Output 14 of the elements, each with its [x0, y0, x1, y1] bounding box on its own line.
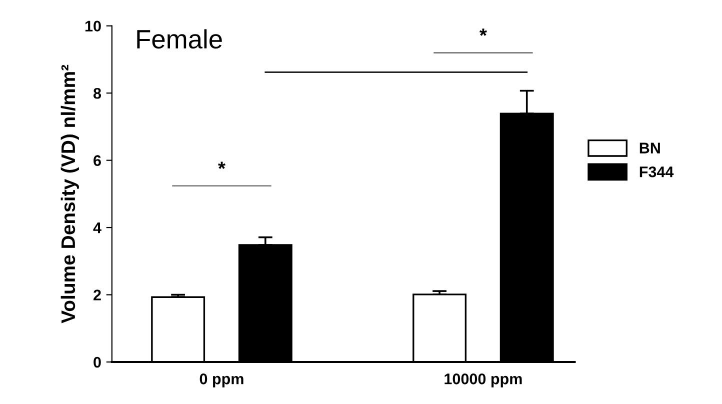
y-tick-label: 6 [94, 155, 101, 166]
y-axis-title: Volume Density (VD) nl/mm² [60, 64, 79, 324]
legend-label: F344 [640, 166, 674, 178]
y-tick-label: 8 [93, 88, 102, 99]
chart-title: Female [137, 29, 222, 49]
x-tick-label: 10000 ppm [444, 374, 522, 388]
x-tick-label: 0 ppm [200, 374, 244, 388]
annotation: * [479, 28, 487, 36]
y-tick-label: 4 [93, 222, 102, 234]
y-tick-label: 0 [94, 356, 101, 368]
legend-label: BN [640, 142, 660, 154]
annotation: * [218, 162, 226, 169]
y-tick-label: 10 [85, 20, 101, 32]
y-tick-label: 2 [94, 290, 101, 300]
